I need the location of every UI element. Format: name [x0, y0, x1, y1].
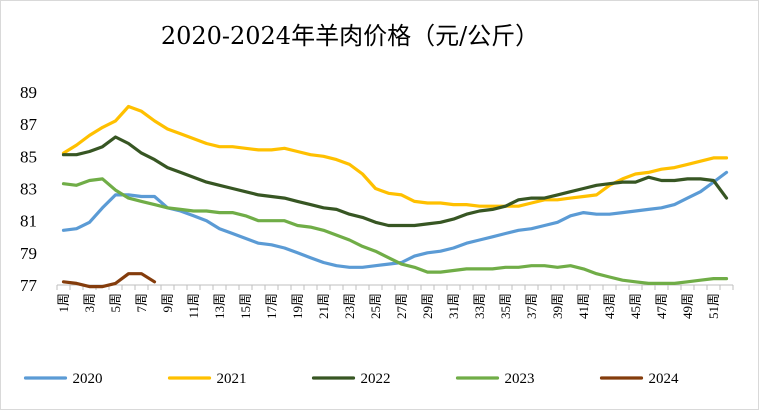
y-axis-ticks: 77 79 81 83 85 87 89 — [20, 83, 38, 295]
x-tick-label: 15周 — [238, 293, 253, 319]
series-lines — [61, 104, 729, 289]
series-line-2020 — [61, 170, 729, 269]
legend-label-2023: 2023 — [505, 371, 535, 387]
x-tick-label: 5周 — [108, 293, 123, 313]
x-tick-label: 7周 — [134, 293, 149, 313]
x-tick-label: 31周 — [446, 293, 461, 319]
x-tick-label: 17周 — [264, 293, 279, 319]
x-tick-label: 47周 — [654, 293, 669, 319]
x-tick-label: 35周 — [498, 293, 513, 319]
x-tick-label: 19周 — [290, 293, 305, 319]
series-line-2021 — [61, 104, 729, 208]
legend: 2020 2021 2022 2023 2024 — [23, 371, 680, 387]
y-tick-label: 89 — [20, 83, 37, 102]
x-tick-label: 21周 — [316, 293, 331, 319]
x-tick-label: 27周 — [394, 293, 409, 319]
x-tick-label: 41周 — [576, 293, 591, 319]
x-tick-label: 9周 — [160, 293, 175, 313]
y-tick-label: 85 — [20, 147, 37, 166]
x-tick-label: 49周 — [680, 293, 695, 319]
y-tick-label: 83 — [20, 180, 37, 199]
series-line-2022 — [61, 135, 729, 228]
y-tick-label: 87 — [20, 115, 38, 134]
series-line-2024 — [61, 272, 157, 289]
x-tick-label: 11周 — [186, 293, 201, 319]
chart-title: 2020-2024年羊肉价格（元/公斤） — [161, 22, 539, 50]
x-tick-label: 29周 — [420, 293, 435, 319]
legend-label-2022: 2022 — [361, 371, 391, 387]
y-tick-label: 81 — [20, 212, 37, 231]
legend-label-2024: 2024 — [649, 371, 680, 387]
y-tick-label: 79 — [20, 244, 37, 263]
legend-label-2020: 2020 — [73, 371, 103, 387]
x-tick-label: 1周 — [56, 293, 71, 313]
legend-label-2021: 2021 — [217, 371, 247, 387]
x-tick-label: 43周 — [602, 293, 617, 319]
x-tick-label: 33周 — [472, 293, 487, 319]
x-tick-label: 51周 — [706, 293, 721, 319]
x-tick-label: 45周 — [628, 293, 643, 319]
x-axis-tick-labels: 1周 3周 5周 7周 9周 11周 13周 15周 17周 19周 21周 23周 25周 27周 29周… — [56, 293, 721, 319]
x-tick-label: 23周 — [342, 293, 357, 319]
x-tick-label: 13周 — [212, 293, 227, 319]
x-tick-label: 39周 — [550, 293, 565, 319]
y-tick-label: 77 — [20, 276, 38, 295]
x-tick-label: 37周 — [524, 293, 539, 319]
series-line-2023 — [61, 177, 729, 285]
x-tick-label: 3周 — [82, 293, 97, 313]
x-axis — [56, 284, 734, 290]
x-tick-label: 25周 — [368, 293, 383, 319]
